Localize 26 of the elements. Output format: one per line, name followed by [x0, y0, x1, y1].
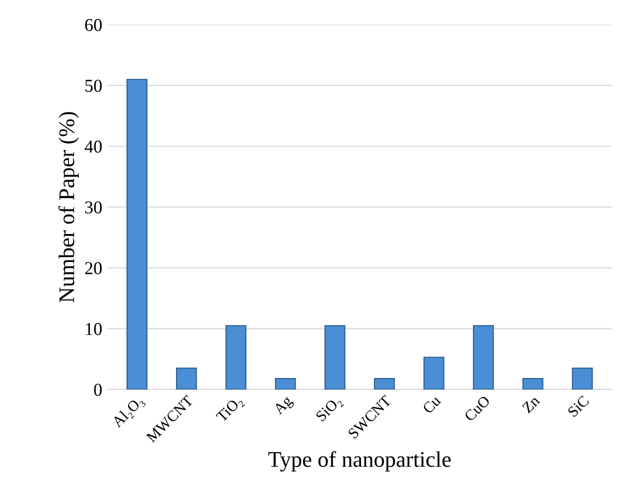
x-tick-label: CuO: [464, 395, 491, 422]
x-tick-label: SiO₂: [315, 395, 344, 424]
x-tick-label: Cu: [422, 394, 442, 414]
bar: [423, 356, 444, 390]
y-tick-label: 30: [85, 201, 102, 214]
x-tick-label: Ag: [272, 394, 296, 418]
x-tick-label: SiC: [567, 395, 590, 418]
y-tick-label: 60: [85, 18, 102, 32]
bar: [374, 378, 395, 390]
y-tick-label: 20: [85, 262, 102, 274]
bar: [274, 378, 296, 390]
bar: [472, 325, 494, 390]
y-axis-title: Number of Paper (%): [58, 112, 79, 302]
bar: [572, 368, 593, 390]
bar: [225, 325, 246, 390]
bar: [324, 325, 346, 390]
y-tick-label: 40: [84, 140, 102, 153]
bar: [522, 378, 544, 390]
y-tick-label: 50: [85, 80, 102, 92]
bar: [176, 368, 197, 390]
y-tick-label: 10: [86, 322, 102, 336]
x-tick-label: TiO₂: [216, 395, 246, 425]
bar: [126, 78, 148, 390]
y-tick-label: 0: [94, 384, 102, 396]
x-tick-label: Zn: [522, 394, 540, 414]
x-axis-title: Type of nanoparticle: [268, 451, 451, 472]
